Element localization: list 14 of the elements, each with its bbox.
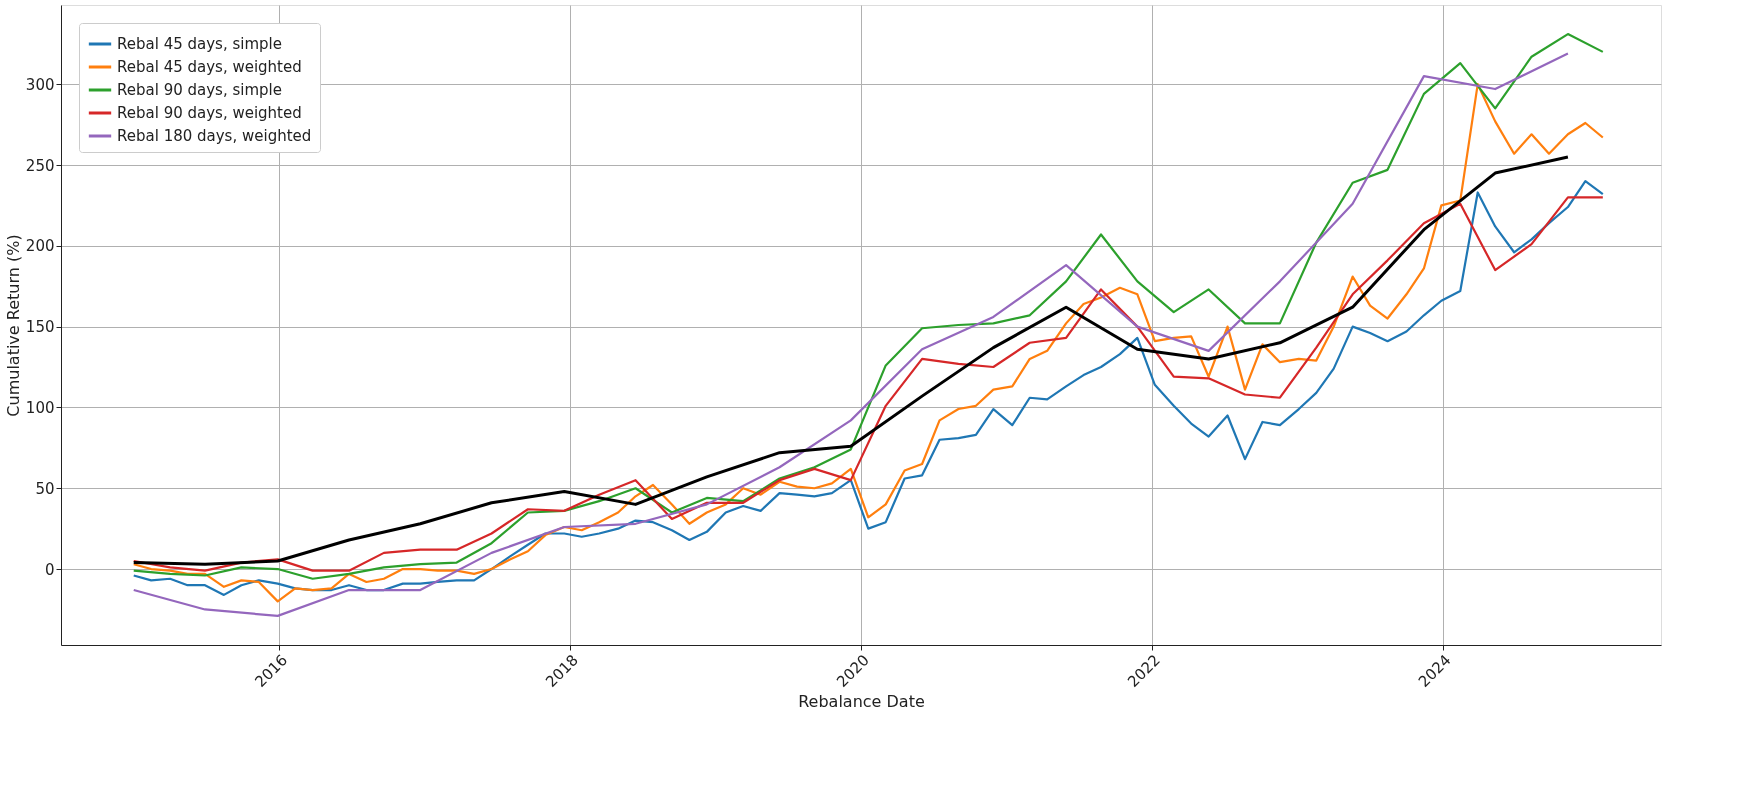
- legend-label: Rebal 90 days, weighted: [117, 104, 302, 122]
- y-tick-label: 250: [25, 156, 55, 175]
- y-axis-title: Cumulative Return (%): [3, 234, 23, 417]
- y-tick-label: 150: [25, 318, 55, 337]
- legend-label: Rebal 90 days, simple: [117, 81, 282, 99]
- y-tick-label: 50: [35, 479, 55, 498]
- legend-label: Rebal 45 days, simple: [117, 35, 282, 53]
- legend-label: Rebal 45 days, weighted: [117, 58, 302, 76]
- x-axis-title: Rebalance Date: [798, 692, 925, 712]
- y-tick-label: 200: [25, 237, 55, 256]
- y-tick-label: 0: [44, 560, 55, 579]
- y-tick-label: 300: [25, 75, 55, 94]
- legend-label: Rebal 180 days, weighted: [117, 127, 312, 145]
- y-tick-label: 100: [25, 398, 55, 417]
